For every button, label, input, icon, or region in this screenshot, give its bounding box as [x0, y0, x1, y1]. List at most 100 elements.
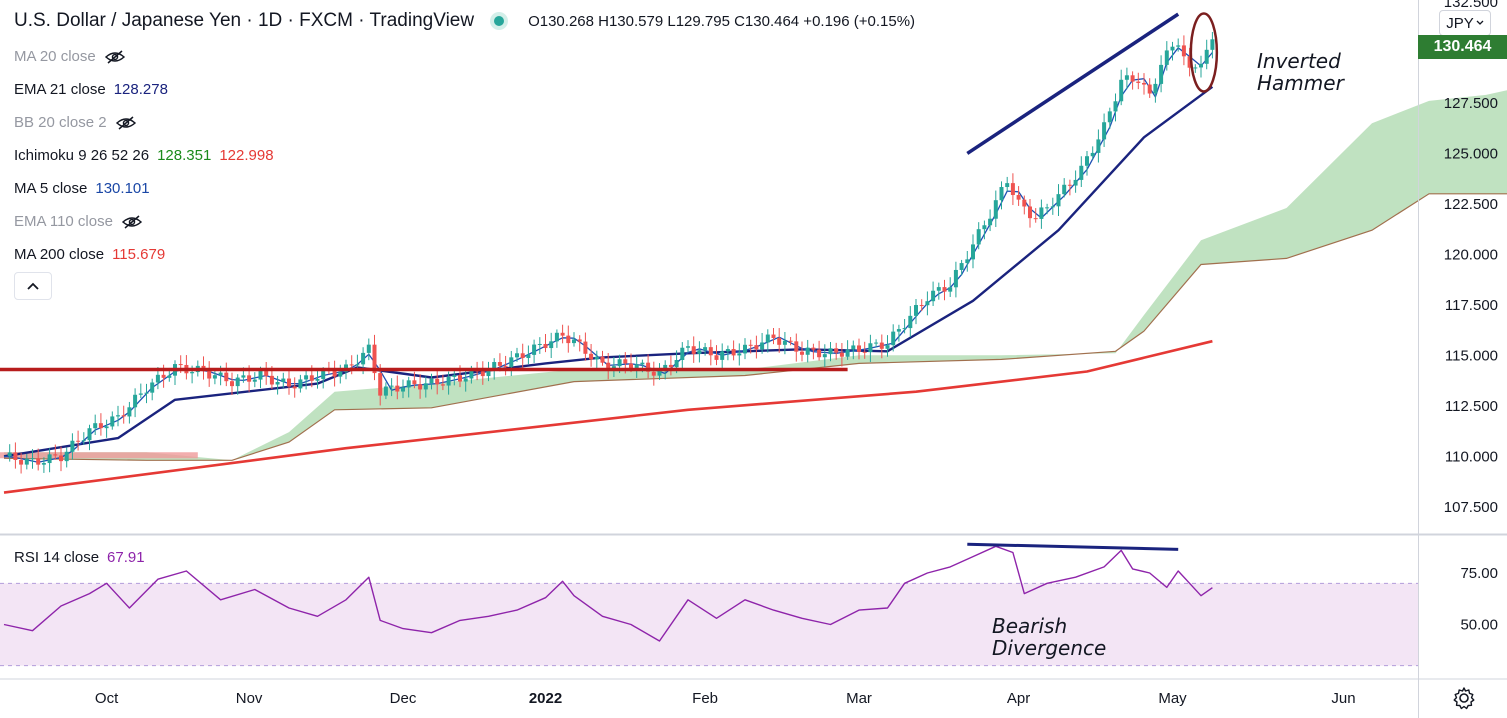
candle-down: [606, 362, 611, 370]
candle-down: [919, 305, 924, 307]
candle-down: [121, 415, 126, 417]
legend-ma5[interactable]: MA 5 close 130.101: [14, 180, 150, 197]
price-tick-label: 110.000: [1445, 448, 1498, 465]
candle-down: [1147, 84, 1152, 94]
candle-up: [241, 375, 246, 378]
legend-bb[interactable]: BB 20 close 2: [14, 114, 137, 131]
candle-down: [623, 359, 628, 364]
candle-up: [953, 269, 958, 288]
annotation-inverted-hammer[interactable]: Inverted Hammer: [1257, 50, 1344, 94]
candle-down: [36, 458, 41, 465]
candle-down: [76, 440, 81, 442]
candle-up: [1113, 101, 1118, 112]
candle-up: [1005, 183, 1010, 188]
collapse-legend-button[interactable]: [14, 272, 52, 300]
legend-ma200[interactable]: MA 200 close 115.679: [14, 246, 165, 263]
candle-up: [30, 458, 35, 460]
candle-down: [1033, 218, 1038, 220]
settings-gear-icon[interactable]: [1452, 686, 1476, 710]
candle-down: [98, 423, 103, 429]
candle-up: [680, 347, 685, 361]
candle-up: [190, 372, 195, 374]
candle-down: [817, 349, 822, 358]
candle-down: [412, 380, 417, 385]
candle-up: [116, 415, 120, 417]
currency-button[interactable]: JPY: [1439, 10, 1491, 36]
eye-hidden-icon[interactable]: [121, 214, 143, 229]
candle-up: [743, 344, 747, 354]
candle-down: [646, 362, 651, 372]
candle-down: [230, 381, 234, 387]
time-tick-label: Dec: [390, 690, 417, 707]
legend-rsi[interactable]: RSI 14 close 67.91: [14, 549, 145, 566]
candle-up: [492, 362, 497, 370]
legend-label: BB 20 close 2: [14, 114, 107, 131]
candle-up: [366, 344, 371, 353]
candle-up: [634, 364, 639, 369]
candle-down: [395, 385, 400, 392]
candle-up: [281, 378, 286, 382]
candle-down: [834, 348, 839, 353]
candle-up: [218, 372, 223, 376]
candle-up: [1056, 194, 1061, 207]
candle-up: [993, 200, 998, 219]
symbol-title[interactable]: U.S. Dollar / Japanese Yen · 1D · FXCM ·…: [14, 10, 475, 31]
legend-ma20[interactable]: MA 20 close: [14, 48, 126, 65]
legend-ema110[interactable]: EMA 110 close: [14, 213, 143, 230]
candle-down: [292, 386, 297, 389]
legend-label: MA 5 close: [14, 180, 88, 197]
candle-up: [144, 392, 149, 394]
candle-up: [298, 379, 303, 389]
candle-up: [965, 259, 970, 264]
legend-ema21[interactable]: EMA 21 close 128.278: [14, 81, 168, 98]
candle-up: [70, 440, 75, 452]
candle-up: [988, 218, 993, 226]
candle-down: [691, 346, 696, 354]
candle-down: [13, 452, 18, 460]
senkou-b-line: [3, 193, 1507, 461]
candle-down: [247, 375, 252, 382]
indicator-lines-layer: [3, 47, 1214, 494]
candle-up: [1204, 49, 1209, 64]
candle-up: [959, 263, 964, 270]
candle-up: [389, 385, 394, 387]
candle-up: [429, 378, 434, 384]
candle-up: [24, 458, 29, 465]
candle-down: [59, 455, 63, 462]
ma200-line: [3, 339, 1213, 494]
candle-down: [708, 347, 713, 356]
candle-down: [1181, 45, 1186, 57]
candle-up: [999, 187, 1004, 201]
candle-down: [543, 343, 548, 349]
rsi-tick-label: 50.00: [1460, 616, 1498, 633]
candle-up: [1107, 111, 1112, 123]
eye-hidden-icon[interactable]: [115, 115, 137, 130]
candle-up: [258, 371, 263, 380]
rsi-band: [0, 583, 1418, 666]
candle-up: [1153, 83, 1158, 94]
candle-down: [879, 342, 884, 349]
time-tick-label: Apr: [1007, 690, 1030, 707]
candle-down: [497, 362, 502, 366]
candle-up: [549, 341, 554, 349]
candle-down: [1136, 81, 1141, 83]
candle-up: [936, 287, 941, 291]
candle-down: [269, 375, 274, 385]
eye-hidden-icon[interactable]: [104, 49, 126, 64]
candle-up: [686, 346, 690, 348]
candle-down: [839, 352, 844, 357]
last-price-tag: 130.464: [1418, 35, 1507, 59]
candle-down: [771, 334, 776, 338]
legend-ichimoku[interactable]: Ichimoku 9 26 52 26 128.351 122.998: [14, 147, 274, 164]
time-tick-label: 2022: [529, 690, 562, 707]
candle-up: [725, 349, 730, 352]
candle-up: [868, 343, 873, 353]
rsi-band-layer: [0, 545, 1418, 667]
candle-down: [503, 365, 508, 367]
candle-up: [1170, 46, 1175, 51]
annotation-bearish-divergence[interactable]: Bearish Divergence: [992, 615, 1106, 659]
candle-up: [486, 369, 491, 377]
rsi-tick-label: 75.00: [1460, 565, 1498, 582]
candle-down: [668, 364, 673, 368]
candle-down: [857, 345, 861, 352]
